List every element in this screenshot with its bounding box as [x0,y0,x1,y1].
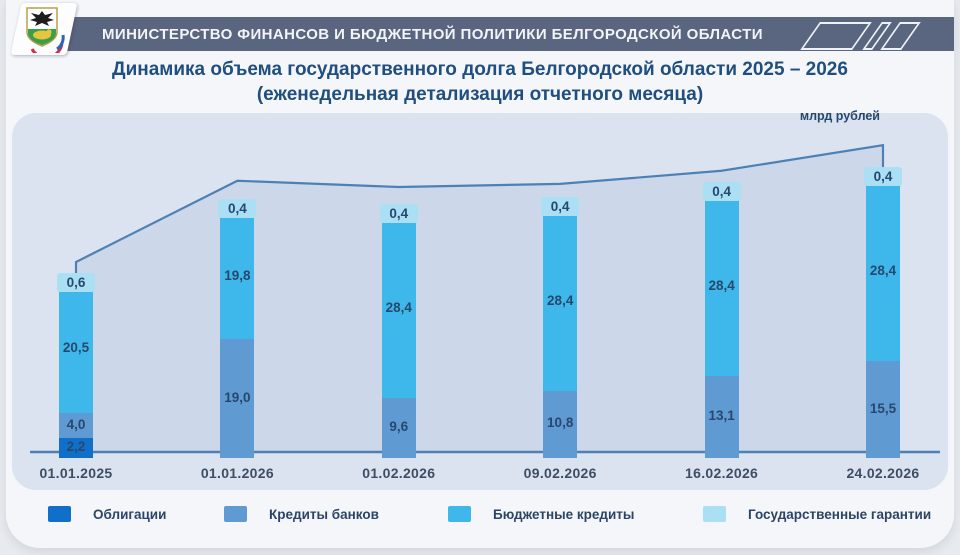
legend-item: Государственные гарантии [703,506,931,522]
legend-swatch [48,506,71,522]
bar-top-value-badge: 0,4 [541,196,580,216]
legend-label: Государственные гарантии [748,506,932,522]
bar-value-label: 2,2 [66,439,86,455]
legend-swatch [703,506,726,522]
x-axis-label: 01.02.2026 [362,465,436,481]
legend-item: Кредиты банков [224,506,379,522]
chart-title-line2: (еженедельная детализация отчетного меся… [256,84,704,105]
trend-line [74,143,885,282]
bar-value-label: 15,5 [869,400,897,416]
bar-segment [543,390,578,458]
legend-label: Облигации [93,506,167,522]
legend-swatch [448,506,471,522]
header-bar: МИНИСТЕРСТВО ФИНАНСОВ И БЮДЖЕТНОЙ ПОЛИТИ… [20,17,954,51]
bar-segment [543,213,578,391]
bar-value-label: 28,4 [547,292,574,308]
bar-top-value-badge: 0,4 [379,204,418,223]
legend-label: Бюджетные кредиты [493,506,635,522]
bar-segment [59,438,93,458]
x-axis-label: 16.02.2026 [685,465,759,481]
slash-shape [800,22,872,50]
plot-area: 2,2 4,0 20,5 0,6 01.01.2025 19,0 19,8 0,4 01.01.… [12,113,948,490]
content-card: МИНИСТЕРСТВО ФИНАНСОВ И БЮДЖЕТНОЙ ПОЛИТИ… [6,0,954,548]
bar-segment [704,198,739,377]
ministry-title: МИНИСТЕРСТВО ФИНАНСОВ И БЮДЖЕТНОЙ ПОЛИТИ… [102,25,763,43]
chart-legend: Облигации Кредиты банков Бюджетные кредиты… [12,492,948,544]
bar-top-value-badge: 0,4 [702,182,741,202]
bar-segment [59,285,93,414]
legend-swatch [224,506,247,522]
x-axis-label: 24.02.2026 [846,465,920,481]
bar-value-label: 28,4 [708,278,735,294]
decorative-slashes [800,22,921,50]
bar-value-label: 4,0 [66,416,86,432]
trend-area-fill [76,145,883,452]
x-axis-label: 09.02.2026 [523,465,597,481]
legend-item: Бюджетные кредиты [448,506,634,522]
bar-segment [866,183,900,362]
bar-segment [866,361,900,458]
legend-label: Кредиты банков [269,506,379,522]
bar-top-value-badge: 0,4 [864,167,902,187]
x-axis-label: 01.01.2025 [39,465,113,481]
bar-segment [220,339,255,458]
bar-value-label: 9,6 [389,419,409,434]
bar-segment [704,376,739,458]
bar-value-label: 20,5 [62,340,90,356]
chart-title-line1: Динамика объема государственного долга Б… [112,59,848,80]
trend-area-svg [30,143,940,454]
bar-value-label: 10,8 [547,415,574,431]
coat-of-arms-icon [26,7,65,53]
unit-label: млрд рублей [799,109,880,123]
bar-value-label: 28,4 [385,300,412,316]
x-axis-label: 01.01.2026 [200,465,274,481]
bar-top-value-badge: 0,6 [57,273,95,293]
bar-value-label: 13,1 [708,408,735,424]
bar-value-label: 28,4 [869,263,897,279]
bar-top-value-badge: 0,4 [218,199,257,218]
legend-item: Облигации [48,506,166,522]
chart-panel: млрд рублей 2,2 4,0 20,5 0,6 01.01.2025 19,0 1… [12,109,948,490]
bar-segment [59,413,93,439]
bar-segment [381,398,416,458]
bar-segment [220,215,255,340]
bar-value-label: 19,0 [224,389,251,405]
chart-title: Динамика объема государственного долга Б… [6,57,954,107]
bar-segment [381,220,416,398]
bar-value-label: 19,8 [224,268,251,284]
